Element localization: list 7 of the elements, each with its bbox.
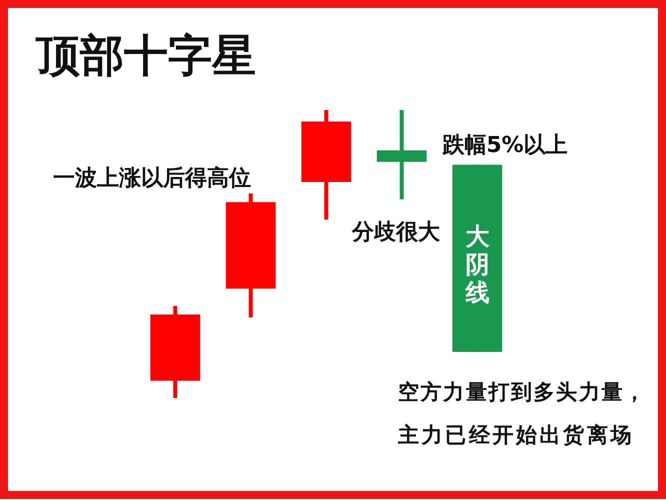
annotation: 大阴线 [465, 222, 490, 307]
annotation: 空方力量打到多头力量， [398, 380, 647, 404]
annotation: 跌幅5%以上 [442, 133, 568, 158]
annotation: 分歧很大 [352, 220, 440, 245]
annotation: 一波上涨以后得高位 [52, 166, 251, 192]
title: 顶部十字星 [36, 30, 256, 82]
annotation: 主力已经开始出货离场 [398, 423, 634, 447]
